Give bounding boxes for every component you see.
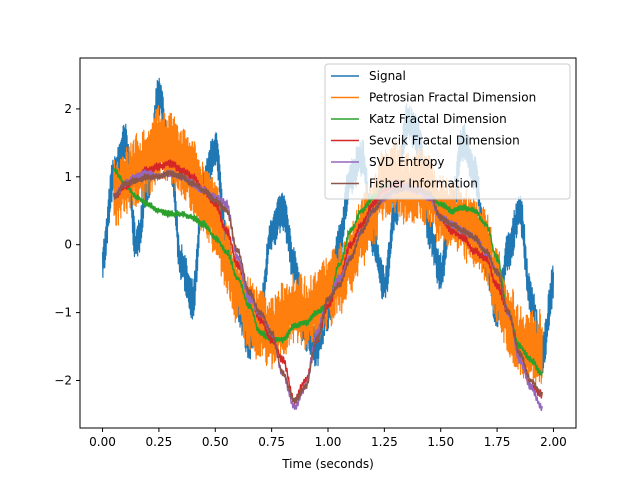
y-tick-label: −1 [54, 306, 72, 320]
x-tick-label: 1.75 [484, 435, 511, 449]
legend-entry-label: Petrosian Fractal Dimension [369, 91, 536, 105]
x-tick-label: 0.00 [89, 435, 116, 449]
legend-entry-label: Sevcik Fractal Dimension [369, 134, 520, 148]
x-tick-label: 2.00 [540, 435, 567, 449]
legend-box [324, 63, 571, 200]
x-tick-label: 1.25 [371, 435, 398, 449]
y-tick-label: 0 [64, 238, 72, 252]
legend-entry-label: Signal [369, 69, 406, 83]
x-tick-label: 1.00 [315, 435, 342, 449]
legend-entry-label: SVD Entropy [369, 155, 445, 169]
series-layer [101, 77, 555, 412]
x-axis-label: Time (seconds) [281, 457, 374, 471]
legend: Signal Petrosian Fractal Dimension Katz Fr… [324, 63, 571, 200]
x-axis: 0.00 0.25 0.50 0.75 1.00 1.25 1.50 1.75 2.00 [89, 428, 567, 449]
series-line [113, 170, 543, 404]
plot-area [101, 77, 555, 412]
y-tick-label: −2 [54, 373, 72, 387]
legend-entry-label: Katz Fractal Dimension [369, 112, 507, 126]
y-tick-label: 2 [64, 102, 72, 116]
x-tick-label: 1.50 [427, 435, 454, 449]
y-tick-label: 1 [64, 170, 72, 184]
x-tick-label: 0.25 [146, 435, 173, 449]
x-tick-label: 0.50 [202, 435, 229, 449]
y-axis: −2 −1 0 1 2 [54, 102, 80, 387]
series-line [113, 159, 543, 406]
x-tick-label: 0.75 [258, 435, 285, 449]
legend-entry-label: Fisher Information [369, 177, 478, 191]
